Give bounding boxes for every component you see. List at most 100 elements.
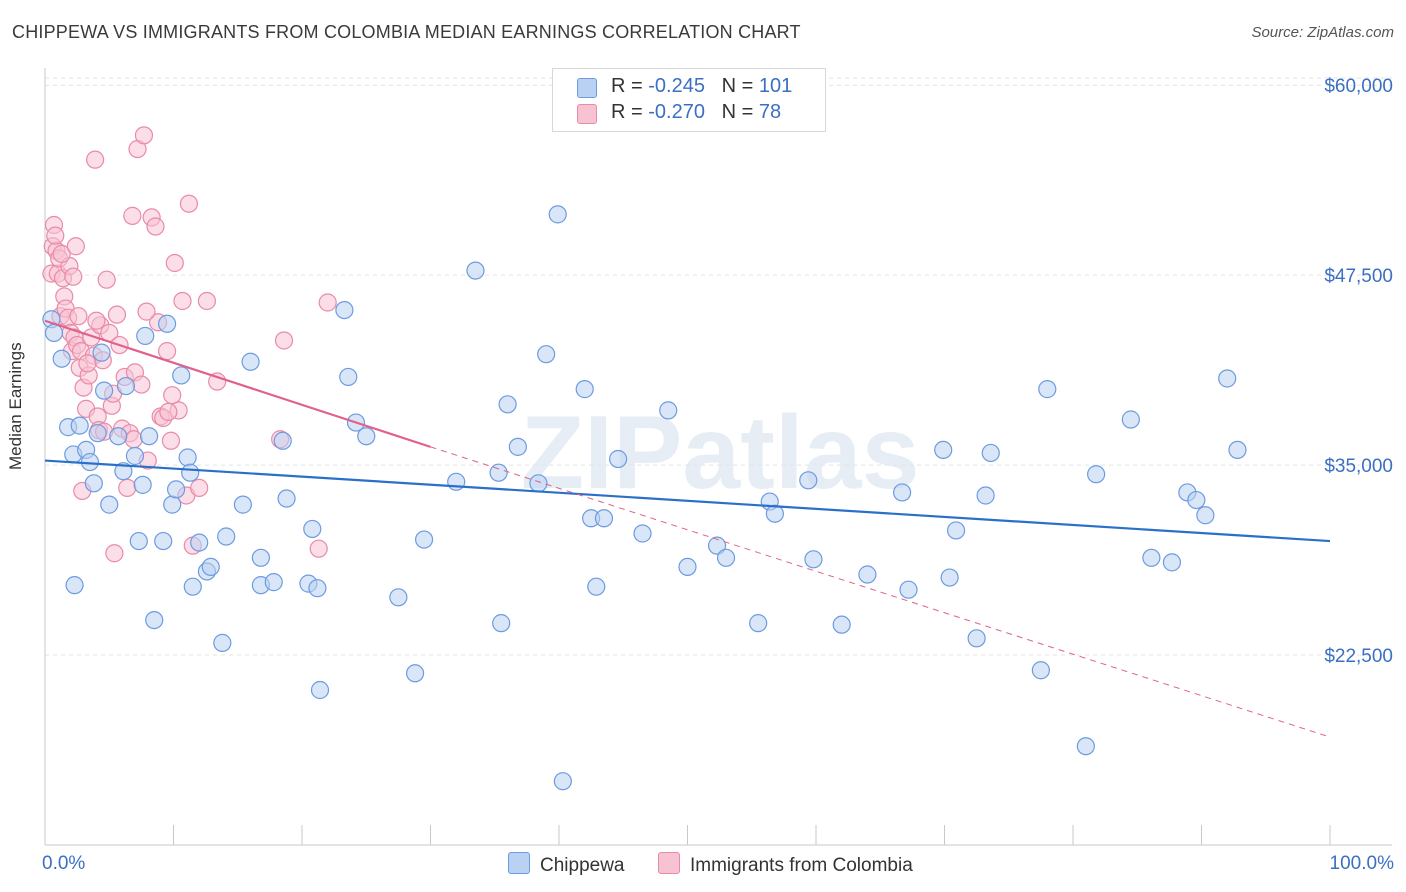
data-point-chippewa <box>52 349 71 368</box>
data-point-chippewa <box>508 437 527 456</box>
data-point-chippewa <box>899 580 918 599</box>
data-point-chippewa <box>405 664 425 683</box>
data-point-chippewa <box>233 495 252 514</box>
data-point-chippewa <box>587 577 606 596</box>
legend-r-label: R = <box>611 101 643 123</box>
data-point-chippewa <box>832 615 851 634</box>
data-point-chippewa <box>414 530 434 549</box>
data-point-chippewa <box>529 474 548 493</box>
data-point-chippewa <box>1142 548 1161 567</box>
data-point-chippewa <box>594 509 614 528</box>
bottom-legend-colombia: Immigrants from Colombia <box>658 852 913 877</box>
data-point-chippewa <box>1076 737 1095 756</box>
data-point-chippewa <box>799 471 818 490</box>
data-point-chippewa <box>139 427 159 446</box>
data-point-chippewa <box>1038 380 1057 399</box>
data-point-chippewa <box>251 548 270 567</box>
data-point-chippewa <box>940 568 959 587</box>
data-point-chippewa <box>213 633 232 652</box>
data-point-chippewa <box>1087 465 1106 484</box>
data-point-chippewa <box>277 489 296 508</box>
data-point-chippewa <box>183 577 202 596</box>
data-point-colombia <box>179 194 199 213</box>
data-point-chippewa <box>1228 440 1247 460</box>
bottom-swatch-blue <box>508 852 530 874</box>
y-axis-label: Median Earnings <box>6 342 25 470</box>
data-point-chippewa <box>95 381 114 400</box>
legend-swatch-blue <box>577 78 597 98</box>
data-point-colombia <box>146 217 165 236</box>
legend-n-label: N = <box>721 101 754 123</box>
y-tick-label: $60,000 <box>1324 76 1393 97</box>
data-point-colombia <box>318 293 337 312</box>
data-point-colombia <box>82 328 101 347</box>
data-point-chippewa <box>765 504 784 523</box>
data-point-colombia <box>274 331 294 350</box>
data-point-chippewa <box>109 427 128 446</box>
data-point-chippewa <box>609 449 628 469</box>
data-point-chippewa <box>1031 661 1050 680</box>
data-point-chippewa <box>201 557 220 577</box>
data-point-chippewa <box>892 483 912 502</box>
data-point-chippewa <box>100 495 119 514</box>
data-point-chippewa <box>84 474 103 493</box>
data-point-chippewa <box>492 614 511 633</box>
data-point-chippewa <box>241 352 260 371</box>
data-point-chippewa <box>145 610 164 630</box>
legend-r-value: -0.245 <box>648 75 705 97</box>
data-point-chippewa <box>303 519 322 539</box>
data-point-chippewa <box>489 463 508 482</box>
data-point-chippewa <box>125 446 145 466</box>
data-point-colombia <box>157 342 177 361</box>
data-point-colombia <box>197 291 217 311</box>
chart-title: CHIPPEWA VS IMMIGRANTS FROM COLOMBIA MED… <box>12 22 801 42</box>
data-point-colombia <box>105 544 124 563</box>
y-tick-label: $35,000 <box>1324 456 1393 477</box>
data-point-colombia <box>134 126 154 145</box>
data-point-chippewa <box>129 531 148 551</box>
data-point-colombia <box>208 372 227 391</box>
data-point-chippewa <box>190 533 209 552</box>
data-point-chippewa <box>716 548 736 567</box>
data-point-chippewa <box>339 367 358 387</box>
data-point-chippewa <box>466 261 485 280</box>
data-point-chippewa <box>553 772 572 791</box>
data-point-chippewa <box>967 629 986 648</box>
data-point-colombia <box>309 539 328 558</box>
series-chippewa-points <box>42 205 1247 791</box>
data-point-chippewa <box>1196 506 1215 525</box>
x-tick-labels: 0.0% 100.0% <box>42 853 1394 874</box>
data-point-chippewa <box>217 527 236 546</box>
source-label: Source: ZipAtlas.com <box>1251 24 1394 41</box>
data-point-chippewa <box>166 480 186 499</box>
legend-swatch-pink <box>577 104 597 124</box>
data-point-chippewa <box>1218 369 1237 388</box>
data-point-colombia <box>159 402 178 422</box>
data-point-chippewa <box>946 521 966 540</box>
data-point-chippewa <box>357 427 376 446</box>
data-point-chippewa <box>1121 410 1140 429</box>
data-point-chippewa <box>92 343 111 362</box>
trend-line-colombia-extension <box>430 446 1331 738</box>
y-tick-label: $47,500 <box>1324 266 1393 287</box>
watermark: ZIPatlas <box>521 395 920 511</box>
data-point-chippewa <box>335 300 354 320</box>
data-point-chippewa <box>178 448 197 467</box>
data-point-chippewa <box>273 431 292 450</box>
data-point-chippewa <box>633 524 652 543</box>
legend-r-label: R = <box>611 75 643 97</box>
data-point-colombia <box>107 305 127 324</box>
data-point-colombia <box>78 354 97 373</box>
data-point-colombia <box>97 270 116 289</box>
data-point-colombia <box>137 302 156 321</box>
data-point-colombia <box>123 206 142 225</box>
data-point-chippewa <box>154 531 173 551</box>
trend-lines <box>44 319 1331 738</box>
data-point-chippewa <box>114 462 133 481</box>
data-point-chippewa <box>858 565 877 584</box>
data-point-chippewa <box>70 416 89 435</box>
trend-line-chippewa <box>44 459 1331 543</box>
data-point-colombia <box>69 307 88 326</box>
data-point-colombia <box>163 386 182 405</box>
